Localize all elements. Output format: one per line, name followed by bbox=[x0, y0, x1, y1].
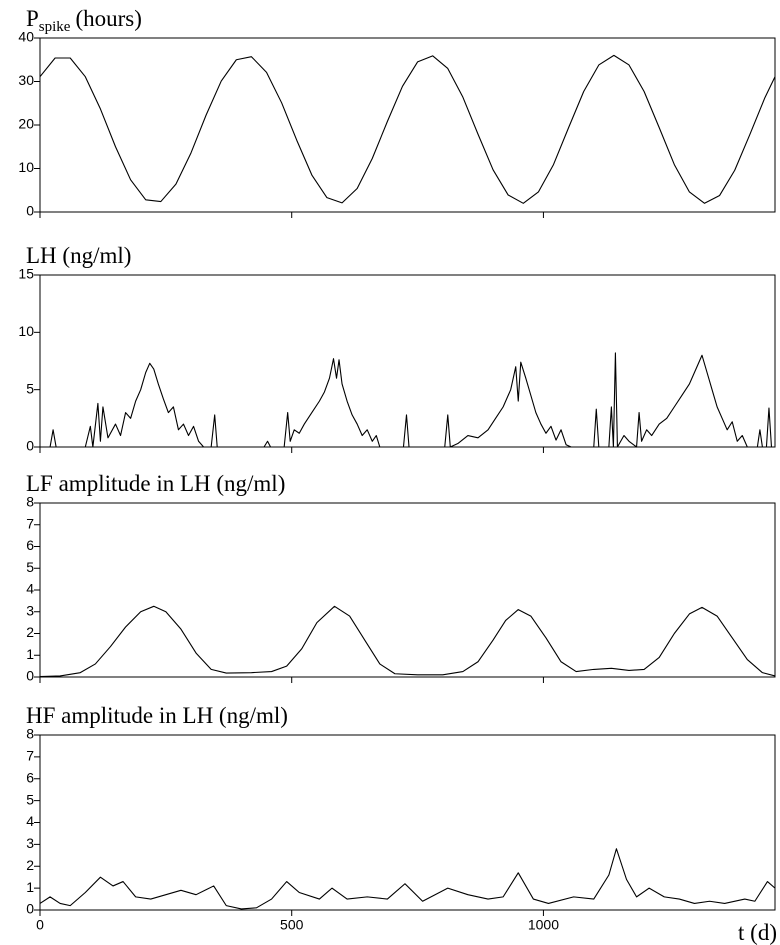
title-part: LF amplitude in LH (ng/ml) bbox=[26, 471, 285, 496]
y-tick-label: 1 bbox=[26, 879, 34, 895]
panel-title: LH (ng/ml) bbox=[26, 243, 131, 268]
y-tick-label: 4 bbox=[26, 581, 34, 597]
plot-frame bbox=[39, 37, 776, 213]
y-tick-label: 8 bbox=[26, 726, 34, 742]
plot-frame bbox=[39, 502, 776, 678]
x-tick-label: 500 bbox=[280, 917, 304, 933]
plot-frame bbox=[39, 734, 776, 911]
y-tick-label: 5 bbox=[26, 380, 34, 396]
y-tick-label: 3 bbox=[26, 602, 34, 618]
plot-frame bbox=[39, 274, 776, 448]
title-part: (hours) bbox=[75, 6, 141, 31]
y-tick-label: 4 bbox=[26, 813, 34, 829]
title-part: P bbox=[26, 6, 39, 31]
y-tick-label: 20 bbox=[18, 116, 34, 132]
y-tick-label: 5 bbox=[26, 559, 34, 575]
title-part: HF amplitude in LH (ng/ml) bbox=[26, 703, 288, 728]
panel-title: HF amplitude in LH (ng/ml) bbox=[26, 703, 288, 728]
title-part: LH (ng/ml) bbox=[26, 243, 131, 268]
x-tick-label: 1000 bbox=[528, 917, 559, 933]
data-line bbox=[40, 352, 775, 448]
y-tick-label: 2 bbox=[26, 857, 34, 873]
title-part: spike bbox=[39, 19, 71, 35]
y-tick-label: 5 bbox=[26, 791, 34, 807]
y-tick-label: 15 bbox=[18, 266, 34, 282]
data-line bbox=[39, 54, 776, 204]
y-tick-label: 7 bbox=[26, 515, 34, 531]
y-tick-label: 6 bbox=[26, 769, 34, 785]
y-tick-label: 0 bbox=[26, 668, 34, 684]
x-tick-label: 0 bbox=[36, 917, 44, 933]
data-line bbox=[39, 605, 776, 678]
panel-title: LF amplitude in LH (ng/ml) bbox=[26, 471, 285, 496]
y-tick-label: 0 bbox=[26, 438, 34, 454]
x-axis-label: t (d) bbox=[738, 920, 777, 945]
panel-title: Pspike (hours) bbox=[26, 6, 142, 35]
y-tick-label: 3 bbox=[26, 835, 34, 851]
y-tick-label: 7 bbox=[26, 748, 34, 764]
y-tick-label: 0 bbox=[26, 203, 34, 219]
y-tick-label: 1 bbox=[26, 646, 34, 662]
y-tick-label: 8 bbox=[26, 494, 34, 510]
data-line bbox=[39, 848, 776, 910]
y-tick-label: 10 bbox=[18, 323, 34, 339]
y-tick-label: 2 bbox=[26, 624, 34, 640]
y-tick-label: 6 bbox=[26, 537, 34, 553]
y-tick-label: 0 bbox=[26, 901, 34, 917]
y-tick-label: 10 bbox=[18, 159, 34, 175]
y-tick-label: 30 bbox=[18, 72, 34, 88]
y-tick-label: 40 bbox=[18, 29, 34, 45]
